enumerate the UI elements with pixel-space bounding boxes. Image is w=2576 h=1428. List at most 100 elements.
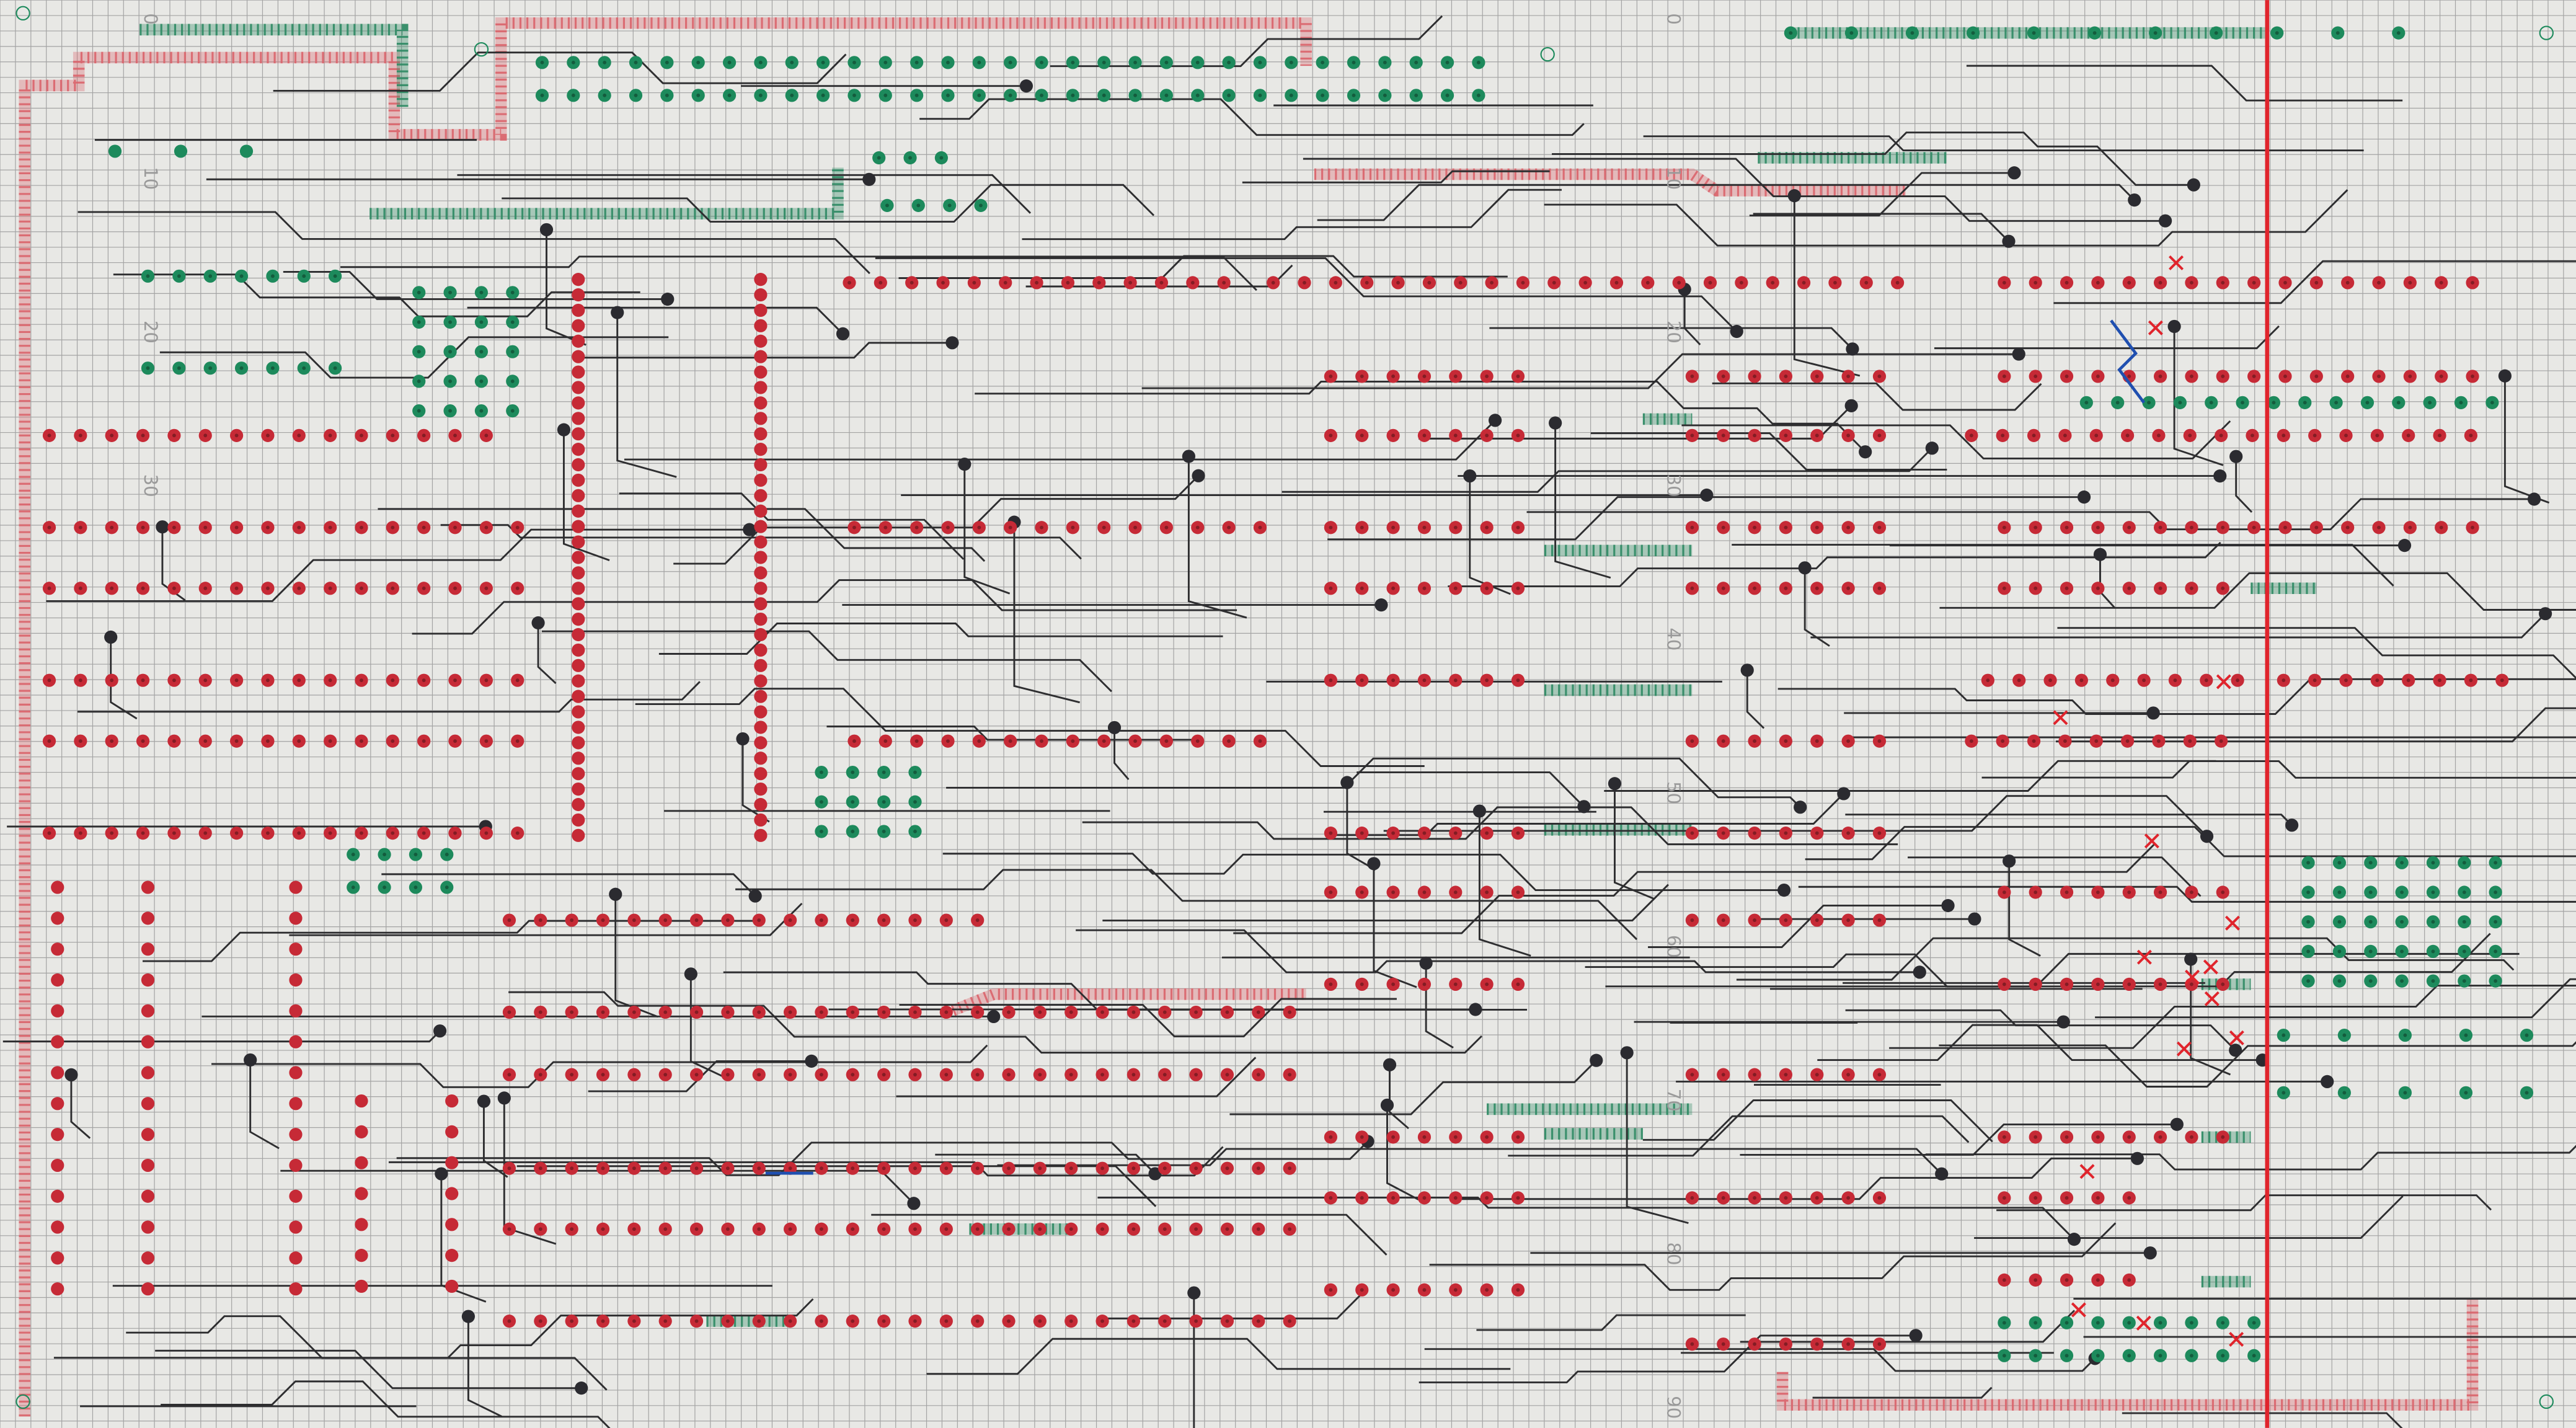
- red-pad: [752, 1068, 766, 1081]
- pad-hole: [1453, 831, 1458, 835]
- trace: [898, 255, 1508, 279]
- red-pad: [417, 827, 431, 840]
- red-pad: [141, 1158, 155, 1173]
- red-pad: [2058, 428, 2072, 442]
- pad-hole: [1690, 918, 1694, 922]
- trace: [614, 894, 658, 1018]
- pad-hole: [2158, 1135, 2162, 1139]
- red-pad: [1386, 827, 1400, 840]
- via-pad: [477, 1094, 491, 1108]
- pad-hole: [1038, 1319, 1042, 1323]
- pad-hole: [1516, 375, 1520, 378]
- red-pad: [1252, 1315, 1265, 1328]
- red-pad: [2308, 673, 2322, 687]
- pad-hole: [422, 739, 426, 743]
- red-pad: [2122, 276, 2136, 290]
- pad-hole: [391, 433, 395, 438]
- pad-hole: [414, 885, 418, 889]
- green-pad: [2332, 856, 2347, 869]
- pad-hole: [484, 525, 489, 530]
- pad-hole: [2127, 525, 2131, 530]
- pad-hole: [1516, 433, 1520, 438]
- green-pad: [2398, 1028, 2412, 1042]
- pad-hole: [603, 60, 607, 64]
- red-pad: [51, 880, 64, 894]
- via-pad: [1187, 1286, 1201, 1300]
- red-pad: [572, 582, 585, 595]
- red-pad: [754, 628, 768, 642]
- red-pad: [689, 913, 704, 927]
- trace: [467, 306, 844, 335]
- via-pad: [575, 1381, 588, 1395]
- pad-hole: [1516, 525, 1520, 530]
- trace: [2122, 1412, 2403, 1428]
- scale-label: 0: [1663, 13, 1684, 25]
- pad-hole: [507, 1166, 511, 1171]
- red-pad: [2185, 276, 2198, 290]
- red-pad: [1872, 370, 1887, 383]
- pad-hole: [1258, 60, 1262, 64]
- green-pad: [785, 89, 799, 102]
- red-pad: [289, 1066, 303, 1080]
- red-pad: [1324, 1130, 1337, 1144]
- red-pad: [1417, 1283, 1432, 1297]
- red-pad: [1386, 977, 1400, 991]
- red-pad: [1717, 1191, 1730, 1205]
- red-pad: [721, 1068, 735, 1081]
- green-pad: [1191, 56, 1205, 69]
- red-pad: [1965, 734, 1978, 748]
- pad-hole: [975, 918, 980, 922]
- pad-hole: [479, 350, 484, 354]
- pad-hole: [2065, 1354, 2069, 1358]
- pad-hole: [1422, 586, 1427, 590]
- pad-hole: [2190, 280, 2193, 285]
- pad-hole: [1453, 982, 1458, 987]
- pad-hole: [821, 60, 825, 64]
- red-pad: [1685, 521, 1699, 534]
- pad-hole: [2377, 375, 2381, 378]
- red-pad: [971, 1005, 985, 1019]
- green-pad: [2398, 1086, 2412, 1099]
- pad-hole: [1194, 1010, 1198, 1014]
- pad-hole: [1427, 280, 1432, 285]
- red-pad: [1810, 913, 1824, 927]
- red-pad: [565, 1068, 578, 1081]
- pad-hole: [1360, 890, 1364, 894]
- green-pad: [506, 404, 520, 418]
- red-pad: [355, 734, 368, 748]
- pad-hole: [1422, 982, 1427, 987]
- green-pad: [877, 795, 891, 809]
- pad-hole: [1864, 280, 1869, 285]
- pad-hole: [1227, 60, 1231, 64]
- pad-hole: [1753, 525, 1756, 530]
- pad-hole: [1040, 739, 1043, 743]
- pad-hole: [2092, 31, 2097, 35]
- pad-hole: [2063, 433, 2067, 438]
- pad-hole: [1833, 280, 1837, 285]
- pad-hole: [1753, 586, 1756, 590]
- red-pad: [752, 1315, 766, 1328]
- trace: [283, 270, 668, 300]
- red-pad: [289, 880, 303, 894]
- red-pad: [1480, 370, 1494, 383]
- via-pad: [2527, 492, 2541, 506]
- red-pad: [754, 613, 768, 626]
- trace: [161, 526, 186, 601]
- red-pad: [2060, 977, 2074, 991]
- green-pad: [2149, 26, 2162, 40]
- red-pad: [2341, 521, 2355, 534]
- pad-hole: [507, 918, 511, 922]
- red-pad: [1386, 1130, 1400, 1144]
- via-pad: [1730, 324, 1743, 339]
- red-pad: [1158, 1068, 1172, 1081]
- red-pad: [1417, 885, 1432, 899]
- pad-hole: [788, 1073, 792, 1077]
- pad-hole: [2001, 433, 2005, 438]
- pad-hole: [1485, 375, 1489, 378]
- trace: [110, 637, 138, 720]
- trace: [1526, 498, 2534, 531]
- red-pad: [355, 1094, 368, 1108]
- pad-hole: [1721, 586, 1725, 590]
- red-pad: [1355, 977, 1369, 991]
- red-pad: [1810, 1337, 1824, 1351]
